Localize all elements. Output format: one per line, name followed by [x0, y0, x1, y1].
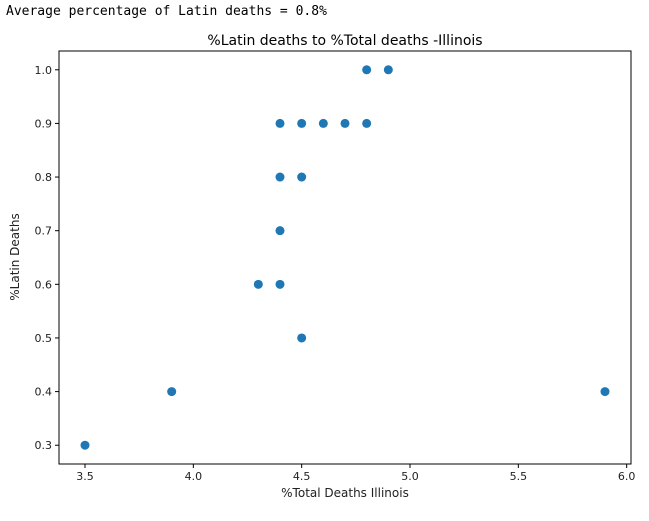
y-tick-label: 0.9 — [35, 117, 53, 130]
x-axis-ticks: 3.5 4.0 4.5 5.0 5.5 6.0 — [76, 464, 635, 483]
scatter-point — [167, 387, 177, 397]
scatter-point — [600, 387, 610, 397]
plot-area — [58, 50, 632, 465]
scatter-point — [383, 65, 393, 75]
y-axis-label: %Latin Deaths — [8, 213, 22, 300]
y-axis-ticks: 0.3 0.4 0.5 0.6 0.7 0.8 0.9 1.0 — [35, 64, 59, 452]
x-tick-label: 6.0 — [618, 470, 636, 483]
scatter-point — [297, 172, 307, 182]
x-tick-label: 4.5 — [293, 470, 311, 483]
y-tick-label: 0.4 — [35, 386, 53, 399]
scatter-point — [275, 172, 285, 182]
scatter-point — [297, 333, 307, 343]
y-tick-label: 0.3 — [35, 439, 53, 452]
x-tick-label: 5.5 — [510, 470, 528, 483]
scatter-point — [318, 118, 328, 128]
y-tick-label: 0.5 — [35, 332, 53, 345]
scatter-point — [297, 118, 307, 128]
y-tick-label: 0.8 — [35, 171, 53, 184]
scatter-point — [253, 279, 263, 289]
scatter-point — [340, 118, 350, 128]
scatter-point — [275, 279, 285, 289]
x-tick-label: 5.0 — [401, 470, 419, 483]
scatter-point — [362, 118, 372, 128]
scatter-point — [80, 440, 90, 450]
cell-output-text: Average percentage of Latin deaths = 0.8… — [6, 4, 327, 19]
y-tick-label: 1.0 — [35, 64, 53, 77]
y-tick-label: 0.7 — [35, 225, 53, 238]
data-points — [80, 65, 610, 450]
x-tick-label: 3.5 — [76, 470, 94, 483]
scatter-point — [275, 118, 285, 128]
x-tick-label: 4.0 — [185, 470, 203, 483]
scatter-point — [362, 65, 372, 75]
y-tick-label: 0.6 — [35, 278, 53, 291]
chart-title: %Latin deaths to %Total deaths -Illinois — [207, 33, 482, 49]
x-axis-label: %Total Deaths Illinois — [281, 486, 409, 500]
scatter-point — [275, 226, 285, 236]
